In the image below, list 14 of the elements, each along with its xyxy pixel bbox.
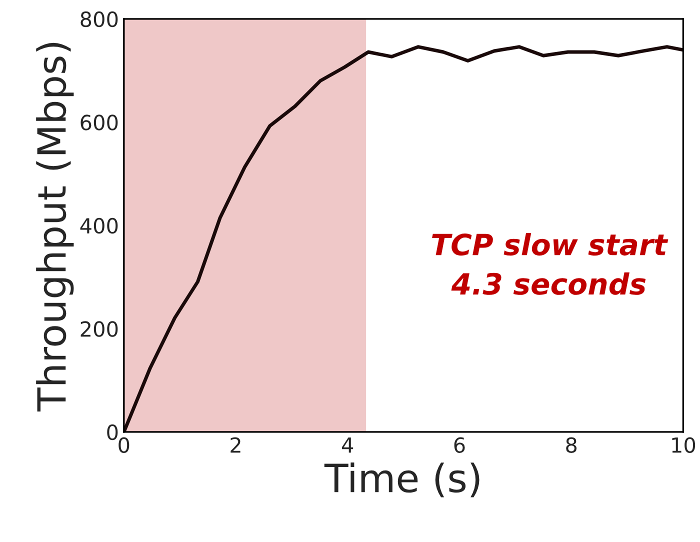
y-tick-label: 0 (107, 424, 118, 440)
y-tick-label: 400 (80, 218, 118, 234)
y-axis-title: Throughput (Mbps) (36, 42, 74, 412)
x-tick-label: 4 (342, 437, 354, 453)
x-tick-label: 2 (230, 437, 240, 453)
y-tick-label: 600 (80, 114, 118, 130)
x-tick-label: 6 (454, 437, 465, 453)
x-tick-label: 0 (118, 437, 130, 453)
x-tick-label: 10 (672, 437, 696, 453)
annotation: TCP slow start 4.3 seconds (432, 233, 668, 295)
x-tick-label: 8 (566, 437, 577, 453)
x-axis-title: Time (s) (324, 462, 480, 498)
y-tick-label: 200 (80, 321, 118, 337)
y-tick-label: 800 (80, 11, 118, 28)
